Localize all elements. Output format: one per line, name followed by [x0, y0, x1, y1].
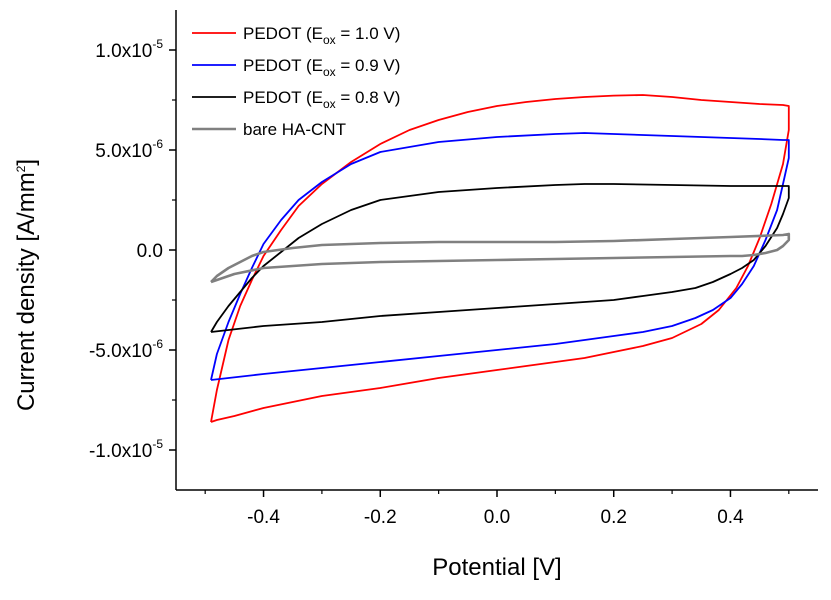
y-tick-exponent: -6 [152, 337, 163, 351]
legend-label-subscript: ox [323, 65, 336, 79]
y-tick-label: -1.0x10-5 [89, 437, 163, 462]
y-axis-title-sup: 2 [14, 165, 28, 172]
legend-label-suffix: = 0.9 V) [336, 56, 401, 75]
legend: PEDOT (Eox = 1.0 V)PEDOT (Eox = 0.9 V)PE… [192, 24, 400, 139]
x-tick-label: 0.4 [717, 507, 744, 528]
y-tick-exponent: -5 [152, 437, 163, 451]
y-tick-mantissa: -5.0x10 [89, 341, 152, 362]
legend-label-prefix: PEDOT (E [243, 24, 323, 43]
y-tick-mantissa: 0.0 [137, 241, 163, 262]
axes-layer: -0.4 -0.2 0.0 0.2 0.41.0x10-55.0x10-60.0-5.0… [89, 10, 818, 528]
y-tick-label: 1.0x10-5 [95, 37, 163, 62]
y-tick-exponent: -5 [152, 37, 163, 51]
series-layer [210, 94, 791, 423]
legend-label-3: PEDOT (Eox = 0.8 V) [243, 88, 400, 111]
legend-label-suffix: = 1.0 V) [336, 24, 401, 43]
y-axis-title: Current density [A/mm2] [13, 159, 40, 411]
y-tick-label: 5.0x10-6 [95, 137, 163, 162]
legend-label-prefix: PEDOT (E [243, 56, 323, 75]
legend-label-subscript: ox [323, 97, 336, 111]
series-line-1 [210, 94, 790, 423]
legend-label-subscript: ox [323, 33, 336, 47]
y-axis-title-main: Current density [A/mm [13, 172, 40, 411]
y-tick-mantissa: 1.0x10 [95, 41, 152, 62]
legend-label-prefix: bare HA-CNT [243, 120, 346, 139]
x-tick-label: 0.0 [484, 507, 510, 528]
legend-label-suffix: = 0.8 V) [336, 88, 401, 107]
series-line-3 [210, 183, 790, 333]
y-tick-label: 0.0 [137, 241, 163, 262]
y-axis-title-close: ] [13, 159, 40, 166]
x-tick-label: 0.2 [601, 507, 627, 528]
y-tick-mantissa: -1.0x10 [89, 441, 152, 462]
x-tick-label: -0.4 [247, 507, 280, 528]
y-tick-exponent: -6 [152, 137, 163, 151]
x-axis-title: Potential [V] [432, 554, 561, 581]
legend-label-4: bare HA-CNT [243, 120, 346, 139]
x-tick-label: -0.2 [364, 507, 397, 528]
y-tick-label: -5.0x10-6 [89, 337, 163, 362]
series-line-2 [210, 132, 790, 381]
y-tick-mantissa: 5.0x10 [95, 141, 152, 162]
legend-label-prefix: PEDOT (E [243, 88, 323, 107]
series-line-4 [210, 232, 791, 284]
legend-label-2: PEDOT (Eox = 0.9 V) [243, 56, 400, 79]
legend-label-1: PEDOT (Eox = 1.0 V) [243, 24, 400, 47]
